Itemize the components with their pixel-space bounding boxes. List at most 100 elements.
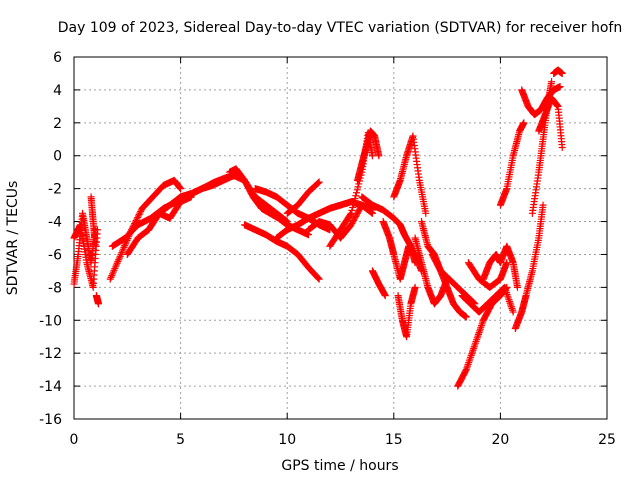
data-point [381, 292, 389, 300]
axis-ticks [73, 56, 608, 420]
data-point [558, 69, 566, 77]
data-point [465, 359, 473, 367]
data-point [503, 259, 511, 267]
data-point [558, 144, 566, 151]
data-point [462, 367, 470, 375]
y-tick-label: -8 [48, 280, 62, 296]
data-series-arc-14 [305, 201, 376, 242]
data-series-arc-24 [428, 250, 479, 308]
data-point [468, 348, 476, 356]
data-point [422, 209, 430, 217]
data-point [471, 341, 479, 349]
data-point [375, 152, 383, 160]
chart-title: Day 109 of 2023, Sidereal Day-to-day VTE… [58, 20, 622, 36]
y-tick-label: -2 [48, 182, 62, 198]
data-series-arc-34 [550, 66, 566, 77]
y-tick-label: -10 [39, 313, 62, 329]
data-point [474, 330, 482, 338]
data-point [477, 323, 485, 331]
data-point [136, 209, 144, 217]
data-points [70, 66, 566, 390]
data-series-arc-22 [411, 234, 451, 308]
data-point [506, 299, 514, 307]
data-point [351, 195, 359, 203]
y-tick-labels: -16 -14 -12 -10 -8 -6 -4 -2 0 2 4 6 [39, 50, 62, 428]
data-series-arc-18 [368, 267, 389, 300]
data-series-arc-33 [535, 94, 566, 151]
data-point [467, 353, 475, 361]
data-point [476, 327, 484, 335]
data-point [348, 206, 356, 214]
data-point [478, 322, 486, 330]
data-point [315, 178, 323, 186]
data-point [466, 355, 474, 363]
data-point [472, 337, 480, 345]
data-point [314, 274, 322, 282]
data-point [352, 189, 360, 197]
y-axis-label: SDTVAR / TECUs [5, 181, 21, 296]
data-point [315, 275, 323, 283]
data-point [556, 83, 564, 91]
y-tick-label: 0 [53, 149, 62, 165]
data-point [314, 179, 322, 187]
data-point [473, 334, 481, 342]
data-point [468, 350, 476, 358]
data-point [473, 336, 481, 344]
data-point [134, 212, 142, 220]
data-point [507, 303, 515, 311]
data-series-arc-26 [464, 259, 511, 291]
x-tick-label: 5 [176, 432, 185, 448]
x-tick-labels: 0 5 10 15 20 25 [70, 432, 616, 448]
data-point [520, 119, 528, 127]
data-series-arc-28 [479, 242, 521, 291]
data-point [411, 283, 419, 291]
data-point [467, 352, 475, 360]
x-tick-label: 20 [491, 432, 509, 448]
data-point [137, 207, 145, 215]
x-tick-label: 10 [278, 432, 296, 448]
grid-lines [74, 57, 607, 419]
data-point [368, 209, 376, 217]
data-point [513, 283, 521, 291]
data-point [134, 214, 142, 222]
data-point [464, 360, 472, 368]
data-series-arc-16 [354, 127, 383, 184]
data-point [548, 78, 556, 86]
data-point [368, 152, 376, 160]
y-tick-label: -12 [39, 346, 62, 362]
data-point [509, 308, 517, 316]
data-point [355, 180, 363, 188]
y-tick-label: 2 [53, 116, 62, 132]
data-point [509, 306, 517, 314]
y-tick-label: 6 [53, 50, 62, 66]
data-point [135, 210, 143, 218]
x-tick-label: 25 [598, 432, 616, 448]
y-tick-label: -6 [48, 247, 62, 263]
data-point [314, 273, 322, 281]
data-point [471, 339, 479, 347]
x-tick-label: 15 [385, 432, 403, 448]
data-point [470, 344, 478, 352]
data-point [353, 186, 361, 194]
data-point [508, 305, 516, 313]
data-point [352, 192, 360, 200]
data-point [470, 343, 478, 351]
data-point [177, 185, 185, 193]
data-point [314, 179, 322, 187]
data-series-arc-9 [226, 165, 313, 239]
data-point [507, 301, 515, 309]
data-series-arc-27 [458, 283, 517, 316]
data-point [504, 294, 512, 302]
data-point [354, 183, 362, 191]
data-series-arc-32 [518, 83, 564, 119]
y-tick-label: -14 [39, 379, 62, 395]
data-series-arc-10 [241, 221, 323, 283]
data-point [95, 300, 103, 308]
data-point [462, 313, 470, 321]
y-tick-label: -16 [39, 412, 62, 428]
data-point [349, 201, 357, 209]
data-point [474, 332, 482, 340]
data-point [132, 217, 140, 225]
x-axis-label: GPS time / hours [281, 458, 398, 474]
data-point [347, 209, 355, 217]
